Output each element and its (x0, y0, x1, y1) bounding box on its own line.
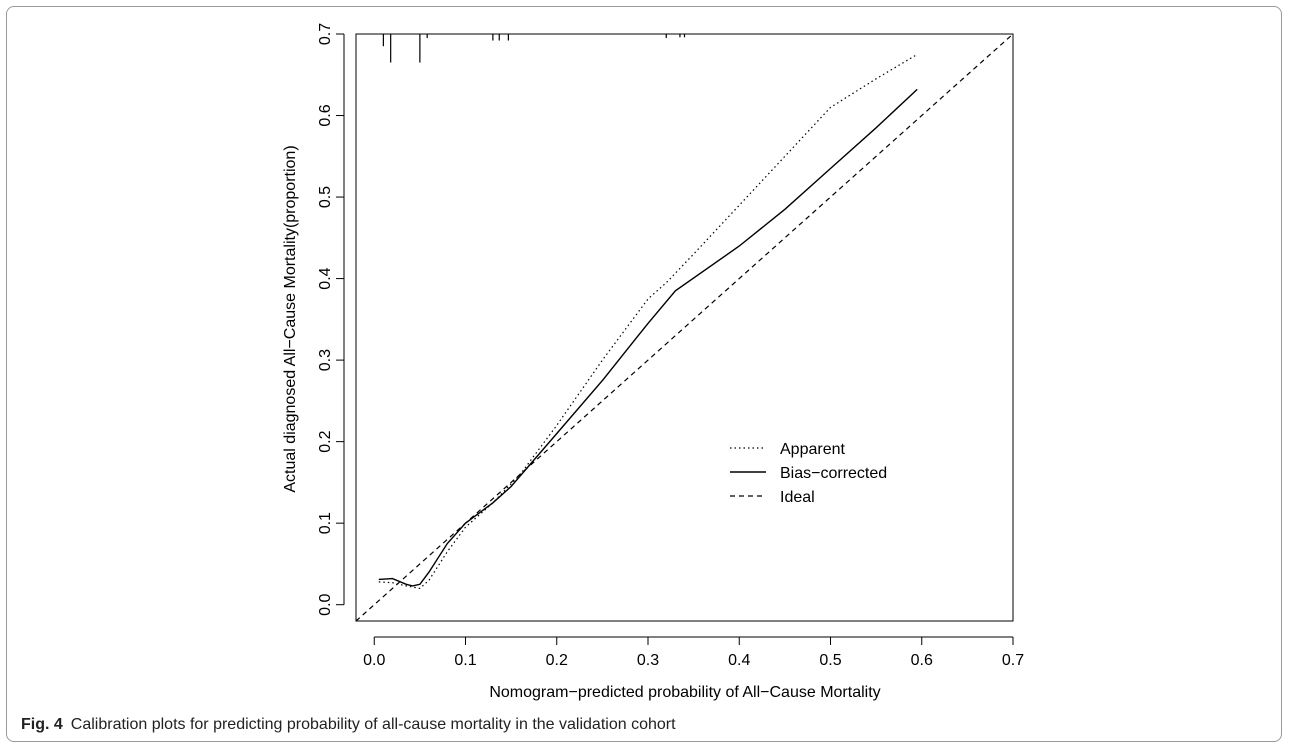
y-tick-label: 0.2 (317, 430, 334, 452)
y-tick-label: 0.5 (317, 186, 334, 208)
y-tick-label: 0.7 (317, 23, 334, 45)
series-line-bias-corrected (378, 88, 918, 587)
figure-frame (6, 6, 1282, 742)
x-tick-label: 0.0 (363, 652, 385, 669)
x-tick-label: 0.6 (911, 652, 933, 669)
x-axis-label: Nomogram−predicted probability of All−Ca… (489, 684, 880, 701)
series-line-ideal (355, 33, 1014, 622)
y-tick-label: 0.1 (317, 512, 334, 534)
figure-label: Fig. 4 (21, 716, 63, 733)
x-tick-label: 0.5 (819, 652, 841, 669)
calibration-chart: 0.0 0.1 0.2 0.3 0.4 0.5 0.6 0.7 0.0 0.1 0.2 0.3 0.4… (282, 23, 1024, 701)
x-tick-label: 0.4 (728, 652, 750, 669)
y-tick-label: 0.4 (317, 267, 334, 289)
x-tick-label: 0.1 (454, 652, 476, 669)
caption-text: Calibration plots for predicting probabi… (70, 716, 676, 733)
series-line-apparent (378, 53, 918, 590)
y-axis-label: Actual diagnosed All−Cause Mortality(pro… (282, 145, 299, 492)
x-tick-label: 0.3 (637, 652, 659, 669)
y-tick-label: 0.0 (317, 593, 334, 615)
legend-label: Bias−corrected (780, 465, 887, 482)
x-tick-label: 0.2 (546, 652, 568, 669)
legend-label: Apparent (780, 441, 845, 458)
figure-caption: Fig. 4 Calibration plots for predicting p… (21, 716, 676, 734)
y-tick-label: 0.6 (317, 104, 334, 126)
legend-label: Ideal (780, 489, 815, 506)
x-tick-label: 0.7 (1002, 652, 1024, 669)
y-tick-label: 0.3 (317, 349, 334, 371)
